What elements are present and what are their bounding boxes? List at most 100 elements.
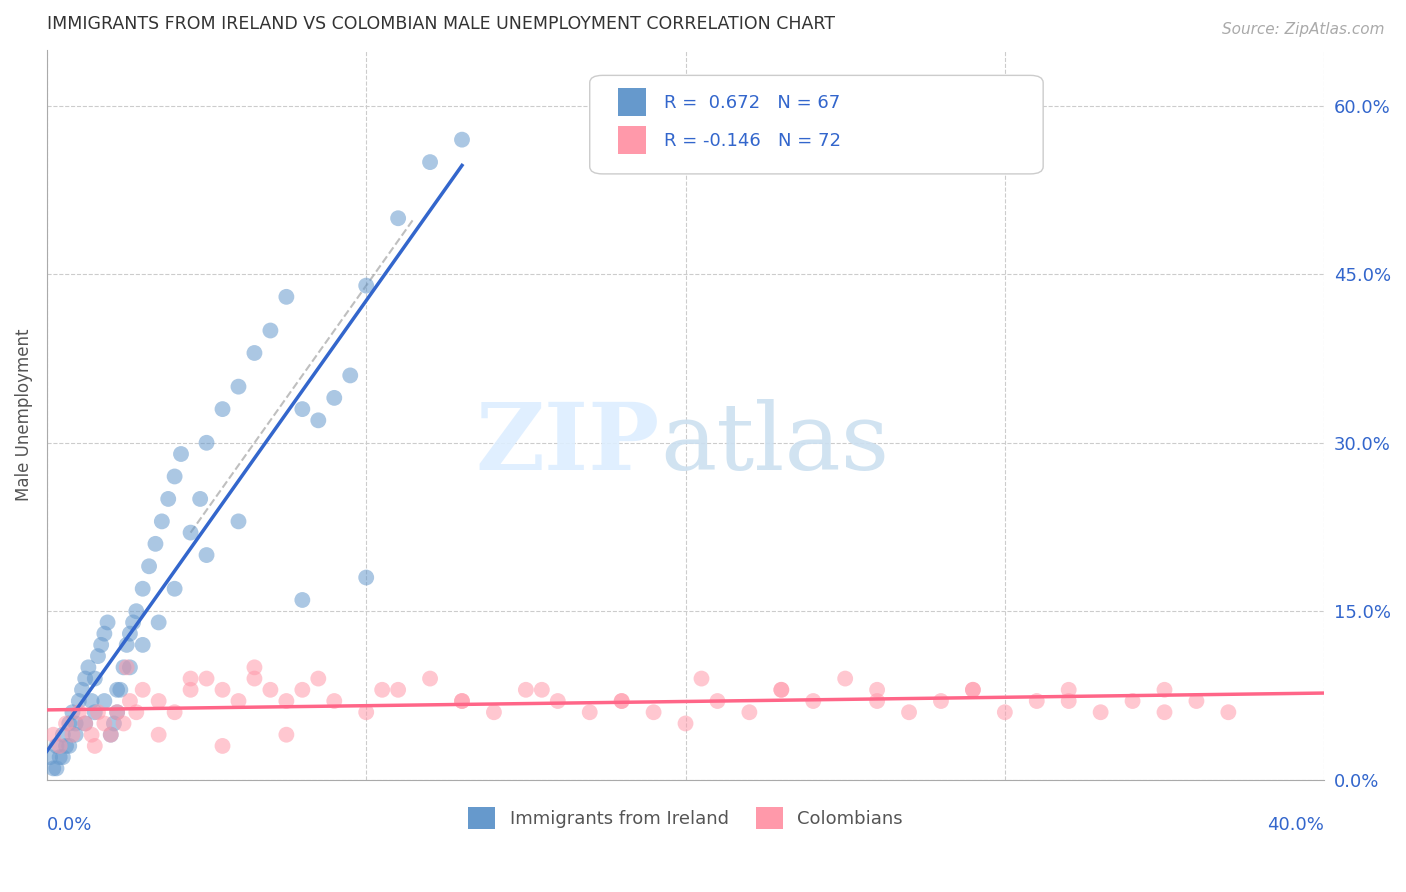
Point <box>675 716 697 731</box>
Point <box>770 682 793 697</box>
Point <box>610 694 633 708</box>
Point <box>48 739 70 753</box>
Point <box>866 694 889 708</box>
Point <box>105 705 128 719</box>
Point <box>419 155 441 169</box>
Point <box>547 694 569 708</box>
Point <box>834 672 856 686</box>
Point <box>228 515 250 529</box>
Point <box>70 682 93 697</box>
Point <box>419 672 441 686</box>
Point <box>77 660 100 674</box>
FancyBboxPatch shape <box>617 87 645 115</box>
Point <box>770 682 793 697</box>
Point <box>354 705 377 719</box>
Point <box>112 716 135 731</box>
Point <box>62 728 84 742</box>
Point <box>1057 694 1080 708</box>
Point <box>87 649 110 664</box>
Point <box>323 694 346 708</box>
Point <box>163 582 186 596</box>
Point <box>307 672 329 686</box>
Point <box>118 626 141 640</box>
Text: IMMIGRANTS FROM IRELAND VS COLOMBIAN MALE UNEMPLOYMENT CORRELATION CHART: IMMIGRANTS FROM IRELAND VS COLOMBIAN MAL… <box>46 15 835 33</box>
Text: R = -0.146   N = 72: R = -0.146 N = 72 <box>664 132 841 150</box>
Point <box>994 705 1017 719</box>
Point <box>103 716 125 731</box>
Point <box>866 682 889 697</box>
Point <box>1153 705 1175 719</box>
Point <box>148 694 170 708</box>
Point <box>39 750 62 764</box>
Point <box>1090 705 1112 719</box>
Point <box>195 548 218 562</box>
Point <box>195 435 218 450</box>
Point <box>1122 694 1144 708</box>
Point <box>42 761 65 775</box>
Point <box>243 346 266 360</box>
Y-axis label: Male Unemployment: Male Unemployment <box>15 328 32 501</box>
Point <box>157 491 180 506</box>
Point <box>163 705 186 719</box>
Point <box>55 739 77 753</box>
Point <box>482 705 505 719</box>
Point <box>87 705 110 719</box>
Point <box>93 626 115 640</box>
Point <box>1185 694 1208 708</box>
Point <box>738 705 761 719</box>
Point <box>138 559 160 574</box>
Text: 40.0%: 40.0% <box>1267 816 1324 834</box>
Point <box>578 705 600 719</box>
Text: R =  0.672   N = 67: R = 0.672 N = 67 <box>664 95 839 112</box>
Point <box>112 660 135 674</box>
Point <box>610 694 633 708</box>
Point <box>801 694 824 708</box>
Text: Source: ZipAtlas.com: Source: ZipAtlas.com <box>1222 22 1385 37</box>
Point <box>83 672 105 686</box>
Point <box>42 728 65 742</box>
Point <box>307 413 329 427</box>
Point <box>387 682 409 697</box>
Point <box>354 278 377 293</box>
Point <box>962 682 984 697</box>
Point <box>65 728 87 742</box>
Point <box>105 682 128 697</box>
Point <box>131 582 153 596</box>
Point <box>276 290 298 304</box>
Point <box>125 604 148 618</box>
Point <box>195 672 218 686</box>
Point <box>45 761 67 775</box>
Point <box>75 716 97 731</box>
Point <box>228 694 250 708</box>
Point <box>93 716 115 731</box>
Point <box>170 447 193 461</box>
FancyBboxPatch shape <box>617 127 645 154</box>
Point <box>96 615 118 630</box>
Point <box>148 728 170 742</box>
Point <box>339 368 361 383</box>
Point <box>148 615 170 630</box>
Text: ZIP: ZIP <box>475 399 659 489</box>
Point <box>150 515 173 529</box>
Point <box>259 324 281 338</box>
Point <box>291 593 314 607</box>
Point <box>1025 694 1047 708</box>
Point <box>110 682 132 697</box>
Point <box>1218 705 1240 719</box>
Point <box>180 525 202 540</box>
Point <box>323 391 346 405</box>
Point <box>163 469 186 483</box>
Point <box>371 682 394 697</box>
Point <box>451 694 474 708</box>
Point <box>211 739 233 753</box>
Point <box>188 491 211 506</box>
Point <box>105 705 128 719</box>
Point <box>90 638 112 652</box>
Point <box>1153 682 1175 697</box>
Point <box>211 402 233 417</box>
Point <box>115 638 138 652</box>
Point <box>690 672 713 686</box>
Point <box>962 682 984 697</box>
Point <box>276 728 298 742</box>
Point <box>211 682 233 697</box>
